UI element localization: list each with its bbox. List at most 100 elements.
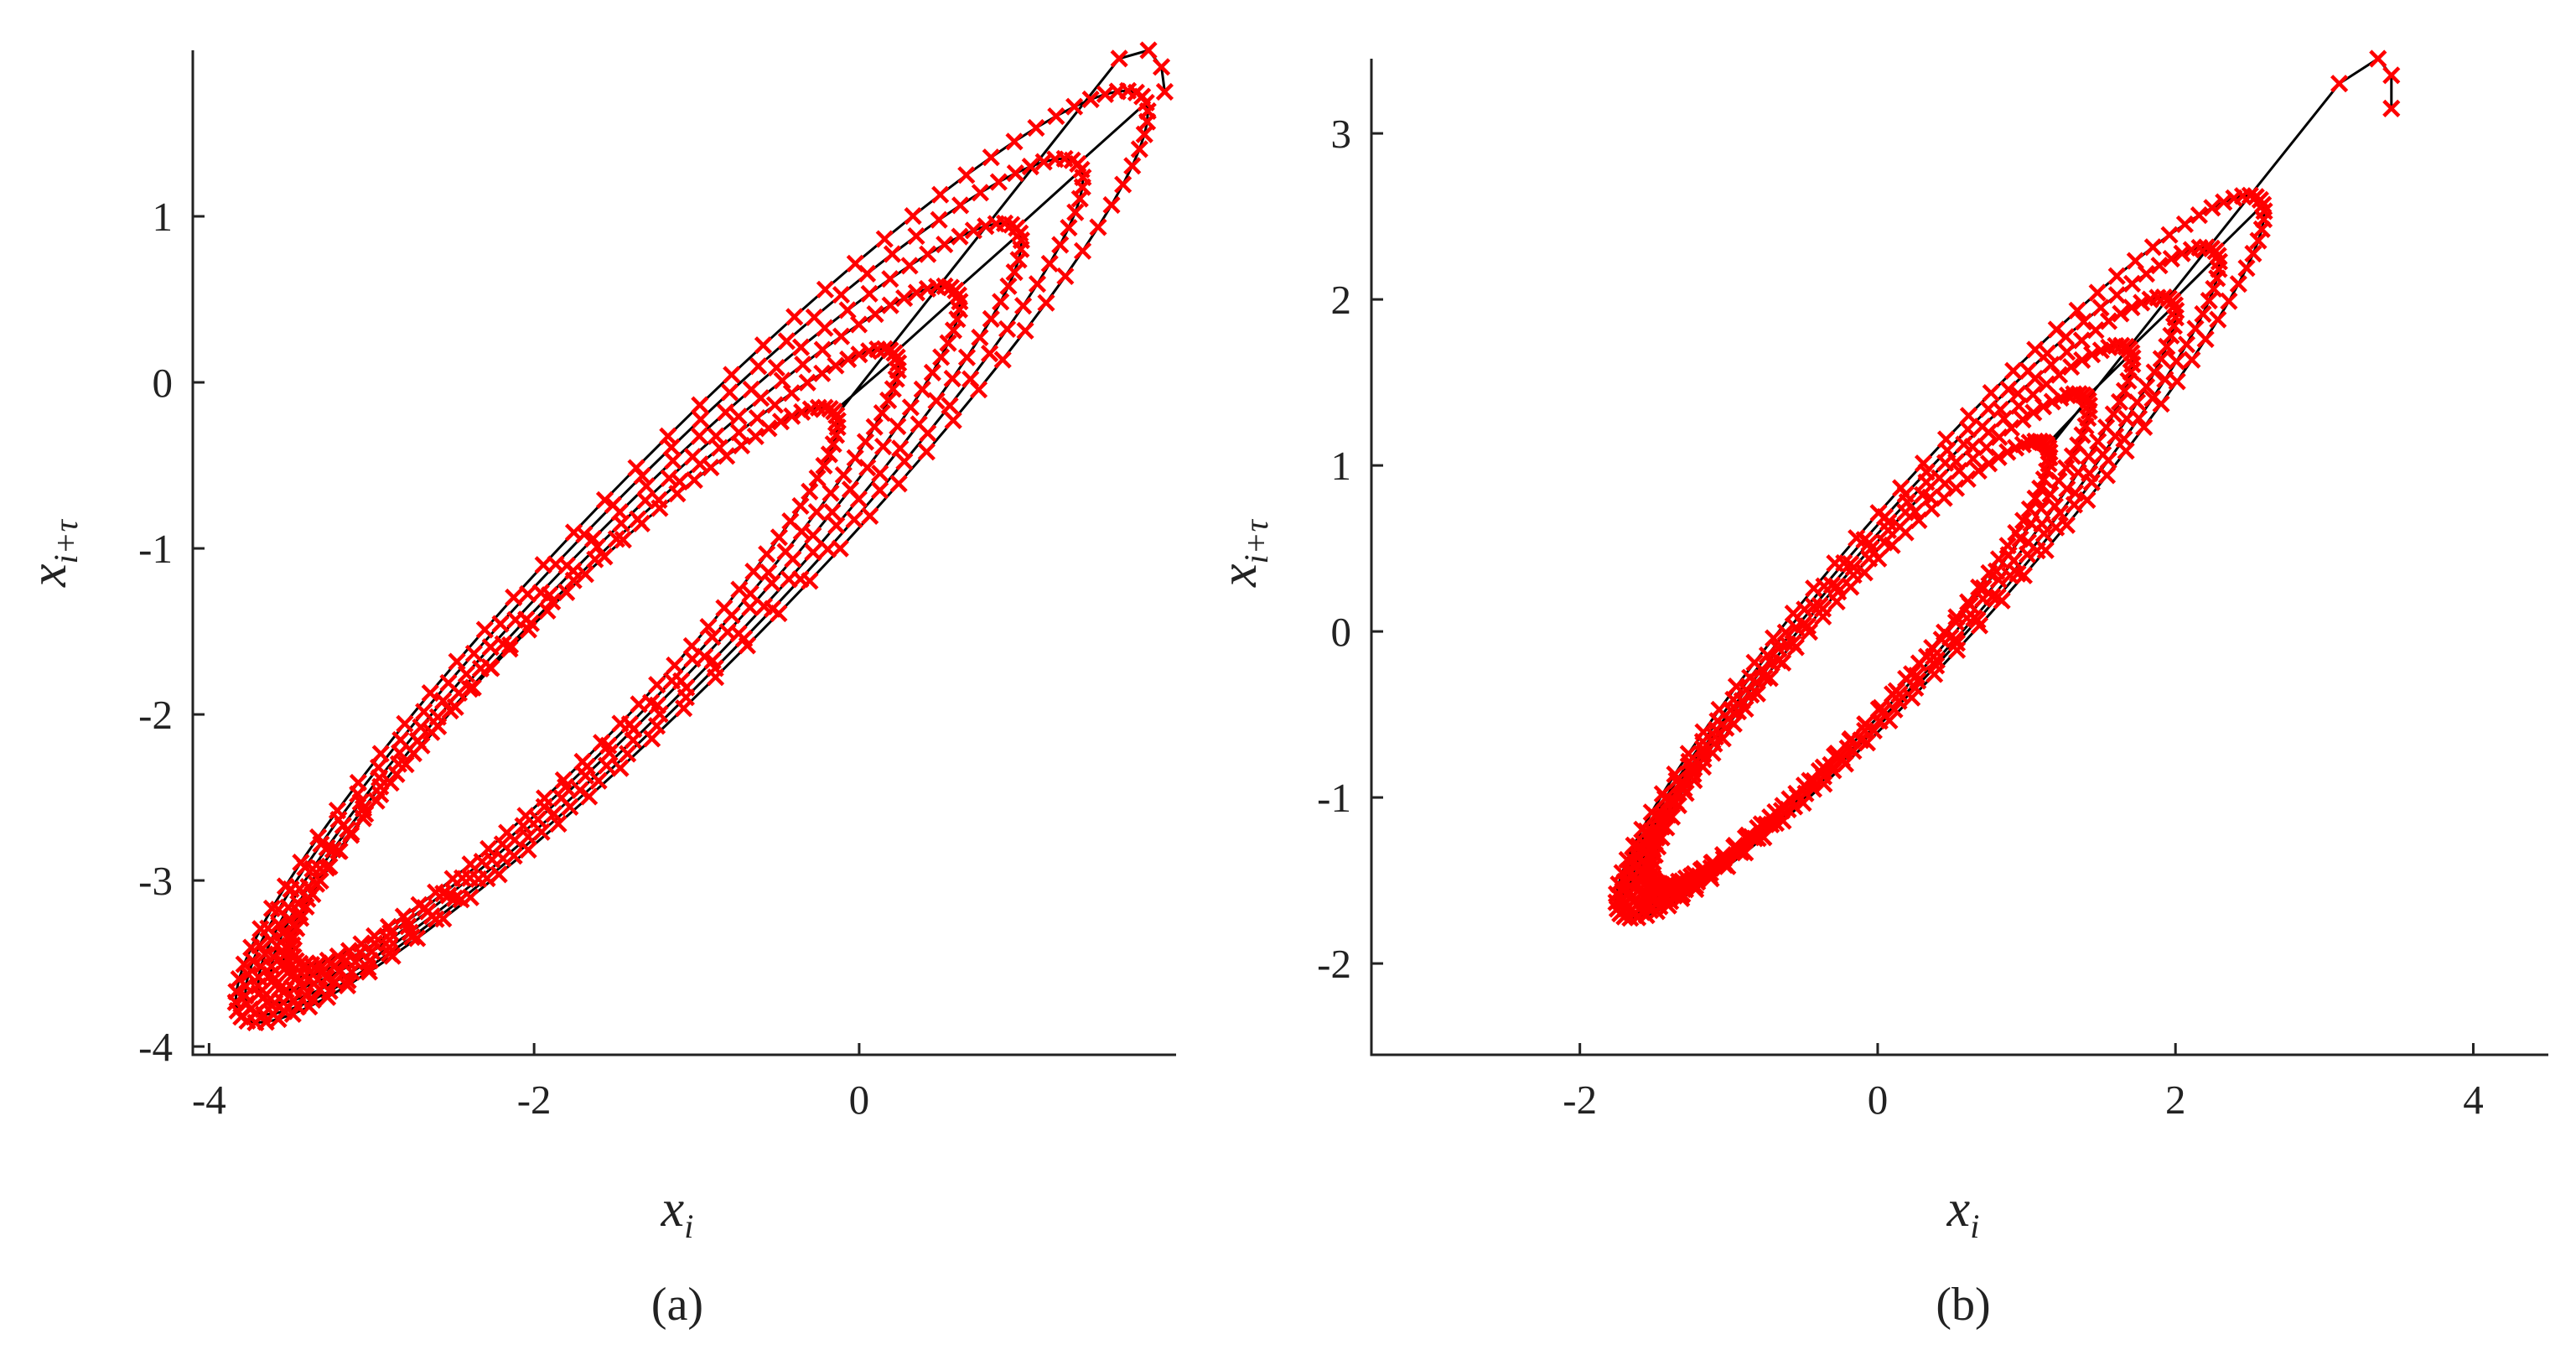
panel-a-data-point	[614, 531, 632, 549]
panel-a-x-tick-label: -4	[192, 1077, 226, 1123]
panel-a-data-point	[475, 620, 494, 639]
panel-b-data-point	[1714, 846, 1733, 864]
panel-a-data-point	[798, 373, 816, 392]
panel-a-data-point	[865, 418, 884, 436]
panel-b-data-point	[2057, 459, 2076, 477]
panel-a-data-point	[1011, 224, 1029, 242]
panel-a-data-point	[446, 698, 464, 716]
panel-a-data-point	[771, 413, 790, 431]
panel-a-data-point	[597, 756, 616, 775]
panel-a-data-point	[744, 563, 763, 581]
panel-a-data-point	[482, 659, 500, 677]
panel-a-data-point	[1135, 125, 1153, 143]
panel-a-data-point	[380, 944, 399, 963]
panel-a-data-point	[575, 525, 593, 544]
panel-a-data-point	[619, 745, 637, 763]
panel-b-data-point	[2162, 249, 2180, 268]
panel-a-data-point	[759, 563, 778, 582]
panel-a-data-point	[822, 484, 840, 502]
panel-b-data-point	[1652, 828, 1671, 847]
panel-a-data-point	[491, 615, 510, 633]
panel-b-data-point	[2145, 363, 2164, 382]
panel-b-data-point	[2038, 344, 2056, 363]
panel-a-data-point	[283, 942, 302, 961]
panel-b-data-point	[1856, 721, 1874, 740]
panel-a-data-point	[849, 315, 868, 334]
panel-a-data-point	[557, 583, 576, 601]
panel-a-data-point	[951, 227, 969, 246]
panel-b-data-point	[2099, 312, 2118, 330]
panel-a-data-point	[816, 319, 834, 337]
panel-b-data-point	[1724, 714, 1743, 733]
panel-a-data-point	[668, 485, 687, 503]
panel-a-data-point	[1065, 97, 1084, 116]
panel-a-data-layer	[226, 41, 1174, 1032]
panel-b-data-point	[1774, 797, 1792, 815]
panel-b-data-point	[1896, 523, 1915, 542]
panel-a-data-point	[427, 883, 445, 901]
panel-a-data-point	[765, 396, 785, 414]
panel-b-data-point	[1946, 630, 1965, 648]
panel-a-data-point	[464, 644, 484, 663]
panel-a-data-point	[746, 427, 765, 446]
panel-a-data-point	[365, 927, 384, 945]
panel-b-data-point	[2080, 396, 2098, 415]
panel-b-data-point	[1989, 550, 2008, 568]
panel-a-data-point	[1013, 297, 1033, 315]
panel-a-data-point	[412, 718, 430, 736]
panel-b-data-point	[1787, 784, 1806, 802]
panel-a-data-point	[977, 217, 995, 236]
panel-a-data-point	[519, 840, 537, 859]
panel-a-data-point	[783, 407, 801, 425]
panel-a-data-point	[549, 814, 568, 833]
panel-a-y-tick-label: -1	[138, 526, 173, 572]
panel-b-y-tick-label: 0	[1331, 609, 1352, 655]
panel-b-data-point	[2107, 267, 2126, 285]
panel-a-data-point	[808, 469, 827, 487]
panel-a-data-point	[320, 857, 339, 875]
panel-a-data-point	[650, 499, 669, 517]
panel-b-data-point	[1677, 784, 1695, 802]
panel-b-data-point	[2062, 357, 2081, 376]
panel-a-data-point	[718, 623, 737, 641]
panel-b-data-point	[2040, 439, 2058, 457]
panel-b-data-point	[2210, 252, 2229, 271]
panel-a-data-point	[648, 676, 666, 694]
panel-b-data-point	[1669, 796, 1687, 815]
panel-a-data-point	[543, 593, 562, 611]
panel-a-data-point	[461, 855, 479, 874]
panel-a-data-point	[895, 288, 914, 308]
panel-a-data-point	[881, 270, 899, 288]
panel-a-data-point	[957, 348, 977, 366]
panel-a-data-point	[516, 807, 535, 825]
panel-a-data-point	[918, 279, 937, 298]
panel-a-data-point	[813, 364, 832, 382]
panel-a-data-point	[1066, 203, 1085, 221]
panel-b-data-point	[2063, 447, 2081, 465]
panel-a-data-point	[889, 417, 907, 436]
panel-a-x-tick-label: -2	[517, 1077, 552, 1123]
panel-b-data-point	[2043, 392, 2061, 411]
panel-a-data-point	[251, 937, 269, 955]
panel-b-data-point	[2020, 500, 2039, 518]
panel-a-data-point	[449, 683, 469, 703]
panel-a-data-point	[707, 427, 725, 445]
panel-a-data-point	[1102, 195, 1121, 215]
panel-a-data-point	[879, 391, 898, 410]
panel-a-data-point	[957, 166, 976, 184]
panel-b-data-point	[2369, 49, 2387, 68]
panel-b-data-point	[2205, 279, 2223, 298]
panel-b-data-point	[2002, 418, 2020, 437]
panel-b-data-point	[1923, 638, 1941, 657]
panel-b-data-point	[2165, 296, 2185, 314]
panel-a-data-point	[815, 456, 833, 475]
panel-a-data-point	[767, 358, 785, 377]
panel-a-data-point	[1005, 132, 1024, 151]
panel-b-data-point	[2007, 523, 2025, 542]
panel-a-data-point	[816, 398, 834, 417]
panel-a-data-point	[1089, 218, 1107, 236]
panel-b-data-point	[2058, 343, 2076, 361]
panel-a-data-point	[1139, 41, 1158, 60]
panel-b-data-point	[1879, 521, 1898, 540]
panel-a-data-point	[801, 482, 819, 501]
